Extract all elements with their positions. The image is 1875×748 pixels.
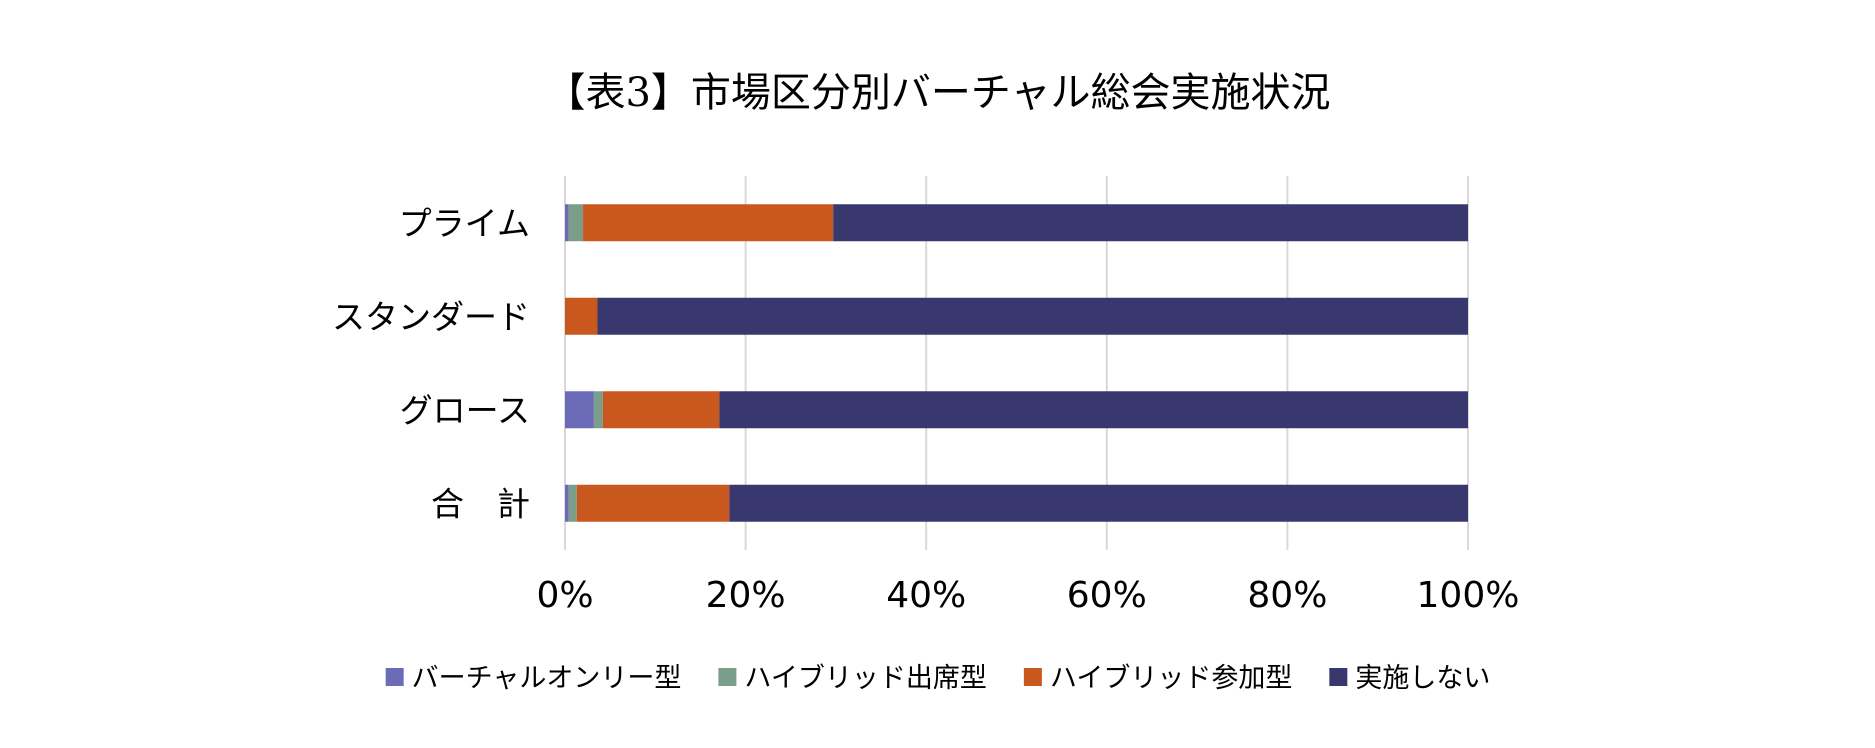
x-tick-labels: 0% 20% 40% 60% 80% 100% [536,575,1519,616]
legend-label-2: ハイブリッド参加型 [1050,663,1292,694]
category-label-1: スタンダード [332,297,530,336]
bar-segment-0-2 [583,204,834,242]
bar-segment-2-3 [719,391,1468,429]
bar-segment-3-2 [576,484,730,522]
legend-swatch-2 [1023,668,1042,686]
bar-segment-2-2 [602,391,720,429]
bar-segment-0-0 [565,204,569,242]
category-label-2: グロース [400,391,530,430]
x-tick-label-60-: 60% [1067,575,1147,616]
legend-swatch-1 [718,668,737,686]
bar-segment-3-0 [565,484,569,522]
legend-swatch-3 [1329,668,1348,686]
category-label-3: 合 計 [431,484,530,523]
x-tick-label-0-: 0% [536,575,593,616]
legend-swatch-0 [385,668,404,686]
legend-label-0: バーチャルオンリー型 [412,663,682,694]
bar-segment-3-1 [568,484,577,522]
bar-segment-3-3 [729,484,1468,522]
x-tick-label-20-: 20% [706,575,786,616]
x-tick-label-100-: 100% [1417,575,1520,616]
legend-item-0: バーチャルオンリー型 [385,663,682,694]
bar-segment-2-1 [593,391,603,429]
legend-item-3: 実施しない [1329,663,1490,694]
bar-segment-0-3 [833,204,1468,242]
legend-label-1: ハイブリッド出席型 [744,663,986,694]
bar-segment-1-2 [565,297,598,335]
x-tick-label-40-: 40% [886,575,966,616]
legend: バーチャルオンリー型 ハイブリッド出席型 ハイブリッド参加型 実施しない [385,663,1490,694]
x-tick-label-80-: 80% [1247,575,1327,616]
category-label-0: プライム [399,204,530,243]
bar-segment-2-0 [565,391,594,429]
bars-layer [565,204,1468,522]
legend-item-1: ハイブリッド出席型 [718,663,987,694]
bar-segment-0-1 [568,204,584,242]
legend-label-3: 実施しない [1355,663,1490,694]
bar-segment-1-3 [597,297,1468,335]
legend-item-2: ハイブリッド参加型 [1023,663,1292,694]
chart-title: 【表3】市場区分別バーチャル総会実施状況 [545,70,1330,116]
